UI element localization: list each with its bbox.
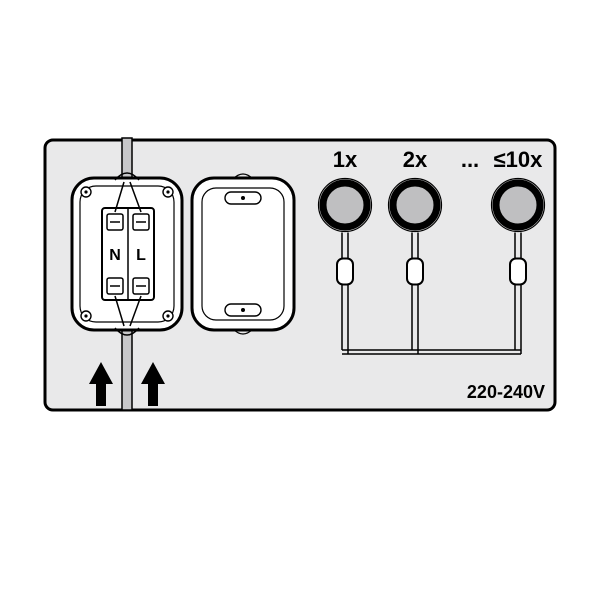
voltage-label: 220-240V (467, 382, 545, 402)
light-count-label: 1x (333, 147, 358, 172)
driver-icon (510, 259, 526, 285)
terminal-n-label: N (109, 247, 121, 264)
junction-box-cover (192, 174, 294, 334)
light-count-label: ≤10x (494, 147, 544, 172)
driver-icon (337, 259, 353, 285)
driver-icon (407, 259, 423, 285)
light-count-label: 2x (403, 147, 428, 172)
light-count-label: ... (461, 147, 479, 172)
terminal-l-label: L (136, 247, 146, 264)
